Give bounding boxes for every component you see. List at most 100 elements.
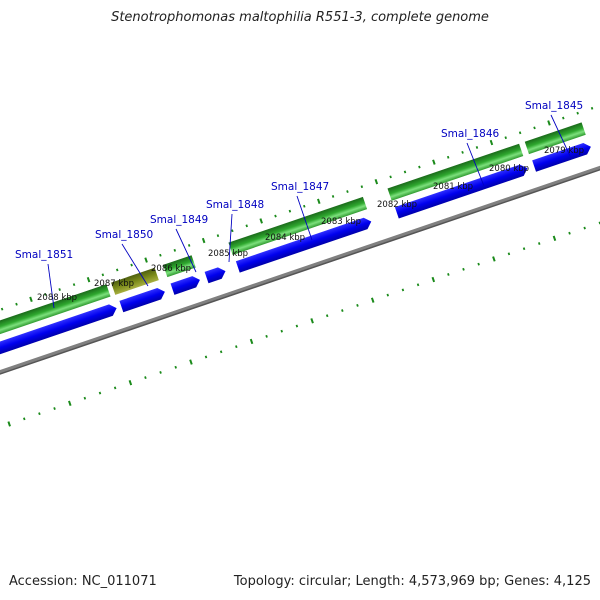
gene-label[interactable]: Smal_1848 bbox=[206, 199, 264, 211]
cds-feature[interactable] bbox=[119, 286, 166, 313]
accession-text: Accession: NC_011071 bbox=[9, 574, 157, 589]
gene-feature[interactable] bbox=[524, 122, 586, 155]
ruler-tick bbox=[219, 350, 223, 354]
ruler-tick bbox=[331, 195, 335, 198]
ruler-tick bbox=[216, 234, 220, 238]
cds-feature[interactable] bbox=[532, 141, 593, 172]
gene-feature[interactable] bbox=[387, 143, 524, 201]
ruler-tick bbox=[303, 204, 306, 208]
ruler-tick bbox=[374, 179, 379, 185]
ruler-tick bbox=[552, 235, 557, 242]
tick-label: 2081 kbp bbox=[433, 182, 473, 192]
ruler-tick bbox=[341, 309, 344, 312]
ruler-tick bbox=[288, 209, 292, 213]
ruler-tick bbox=[113, 386, 117, 390]
ruler-tick bbox=[547, 120, 551, 126]
gene-feature[interactable] bbox=[111, 267, 159, 295]
ruler-tick bbox=[317, 198, 321, 205]
gene-feature[interactable] bbox=[228, 196, 368, 255]
ruler-tick bbox=[7, 421, 11, 427]
tick-label: 2087 kbp bbox=[94, 279, 134, 289]
cds-feature[interactable] bbox=[204, 265, 228, 284]
gene-label[interactable]: Smal_1851 bbox=[15, 249, 73, 261]
ruler-tick bbox=[235, 345, 238, 349]
cds-feature[interactable] bbox=[0, 302, 119, 363]
ruler-tick bbox=[274, 214, 277, 218]
ruler-tick bbox=[492, 256, 496, 262]
tick-label: 2088 kbp bbox=[37, 293, 77, 303]
ruler-tick bbox=[568, 231, 571, 235]
ruler-tick bbox=[201, 237, 206, 244]
ruler-tick bbox=[144, 257, 148, 263]
ruler-tick bbox=[416, 283, 420, 287]
ruler-tick bbox=[53, 407, 56, 410]
ruler-tick bbox=[68, 400, 72, 407]
tick-labels: 2088 kbp 2087 kbp 2086 kbp 2085 kbp 2084 kbp… bbox=[37, 146, 584, 303]
ruler-tick bbox=[259, 218, 263, 224]
ruler-tick bbox=[346, 190, 349, 193]
callout-line bbox=[121, 243, 149, 287]
ruler-tick bbox=[98, 391, 102, 395]
ruler-tick bbox=[518, 131, 522, 135]
ruler-tick bbox=[130, 263, 133, 267]
gene-feature[interactable] bbox=[163, 255, 196, 278]
ruler-tick bbox=[504, 136, 507, 140]
ruler-tick bbox=[360, 185, 364, 189]
genome-backbone bbox=[0, 144, 600, 381]
genome-summary: Topology: circular; Length: 4,573,969 bp… bbox=[233, 574, 591, 589]
ruler-tick bbox=[101, 273, 105, 277]
ruler-tick bbox=[23, 417, 26, 421]
ruler-tick bbox=[462, 267, 465, 271]
cds-feature[interactable] bbox=[394, 163, 530, 219]
callout-line bbox=[47, 263, 55, 309]
ruler-tick bbox=[475, 146, 479, 149]
ruler-tick bbox=[83, 396, 87, 400]
gene-label[interactable]: Smal_1845 bbox=[525, 100, 583, 112]
ruler-tick bbox=[204, 355, 208, 359]
ruler-tick bbox=[44, 293, 47, 296]
ruler-tick bbox=[403, 170, 407, 174]
ruler-tick bbox=[144, 376, 147, 380]
ruler-tick bbox=[231, 229, 234, 233]
gene-feature[interactable] bbox=[0, 284, 111, 345]
ruler-tick bbox=[533, 126, 536, 130]
callout-line bbox=[175, 228, 197, 273]
callout-line bbox=[550, 114, 572, 159]
cds-feature[interactable] bbox=[235, 216, 373, 273]
tick-label: 2082 kbp bbox=[377, 200, 417, 210]
ruler-tick bbox=[86, 277, 91, 283]
ruler-tick bbox=[389, 175, 392, 179]
cds-feature[interactable] bbox=[170, 274, 202, 295]
ruler-tick bbox=[386, 293, 390, 297]
ruler-tick bbox=[15, 302, 18, 306]
callout-line bbox=[296, 195, 313, 241]
outer-ruler bbox=[0, 106, 594, 311]
ruler-tick bbox=[583, 226, 586, 230]
gene-label[interactable]: Smal_1850 bbox=[95, 229, 153, 241]
ruler-tick bbox=[447, 273, 450, 276]
gene-label[interactable]: Smal_1849 bbox=[150, 214, 208, 226]
map-title: Stenotrophomonas maltophilia R551-3, com… bbox=[111, 10, 489, 25]
ruler-tick bbox=[249, 338, 254, 345]
ruler-tick bbox=[159, 371, 162, 374]
tick-label: 2084 kbp bbox=[265, 233, 305, 243]
ruler-tick bbox=[159, 253, 162, 257]
gene-label[interactable]: Smal_1846 bbox=[441, 128, 500, 140]
ruler-tick bbox=[29, 296, 33, 302]
ruler-tick bbox=[58, 288, 61, 291]
ruler-tick bbox=[38, 412, 41, 416]
ruler-tick bbox=[325, 314, 329, 318]
ruler-tick bbox=[576, 111, 579, 115]
ruler-tick bbox=[187, 244, 191, 247]
ruler-tick bbox=[431, 276, 436, 283]
tick-label: 2086 kbp bbox=[151, 264, 191, 274]
ruler-tick bbox=[418, 165, 421, 169]
ruler-tick bbox=[72, 283, 76, 287]
tick-label: 2080 kbp bbox=[489, 164, 529, 174]
ruler-tick bbox=[562, 116, 565, 120]
gene-label[interactable]: Smal_1847 bbox=[271, 181, 329, 193]
ruler-tick bbox=[189, 359, 193, 365]
ruler-tick bbox=[174, 365, 177, 369]
ruler-tick bbox=[401, 288, 405, 292]
